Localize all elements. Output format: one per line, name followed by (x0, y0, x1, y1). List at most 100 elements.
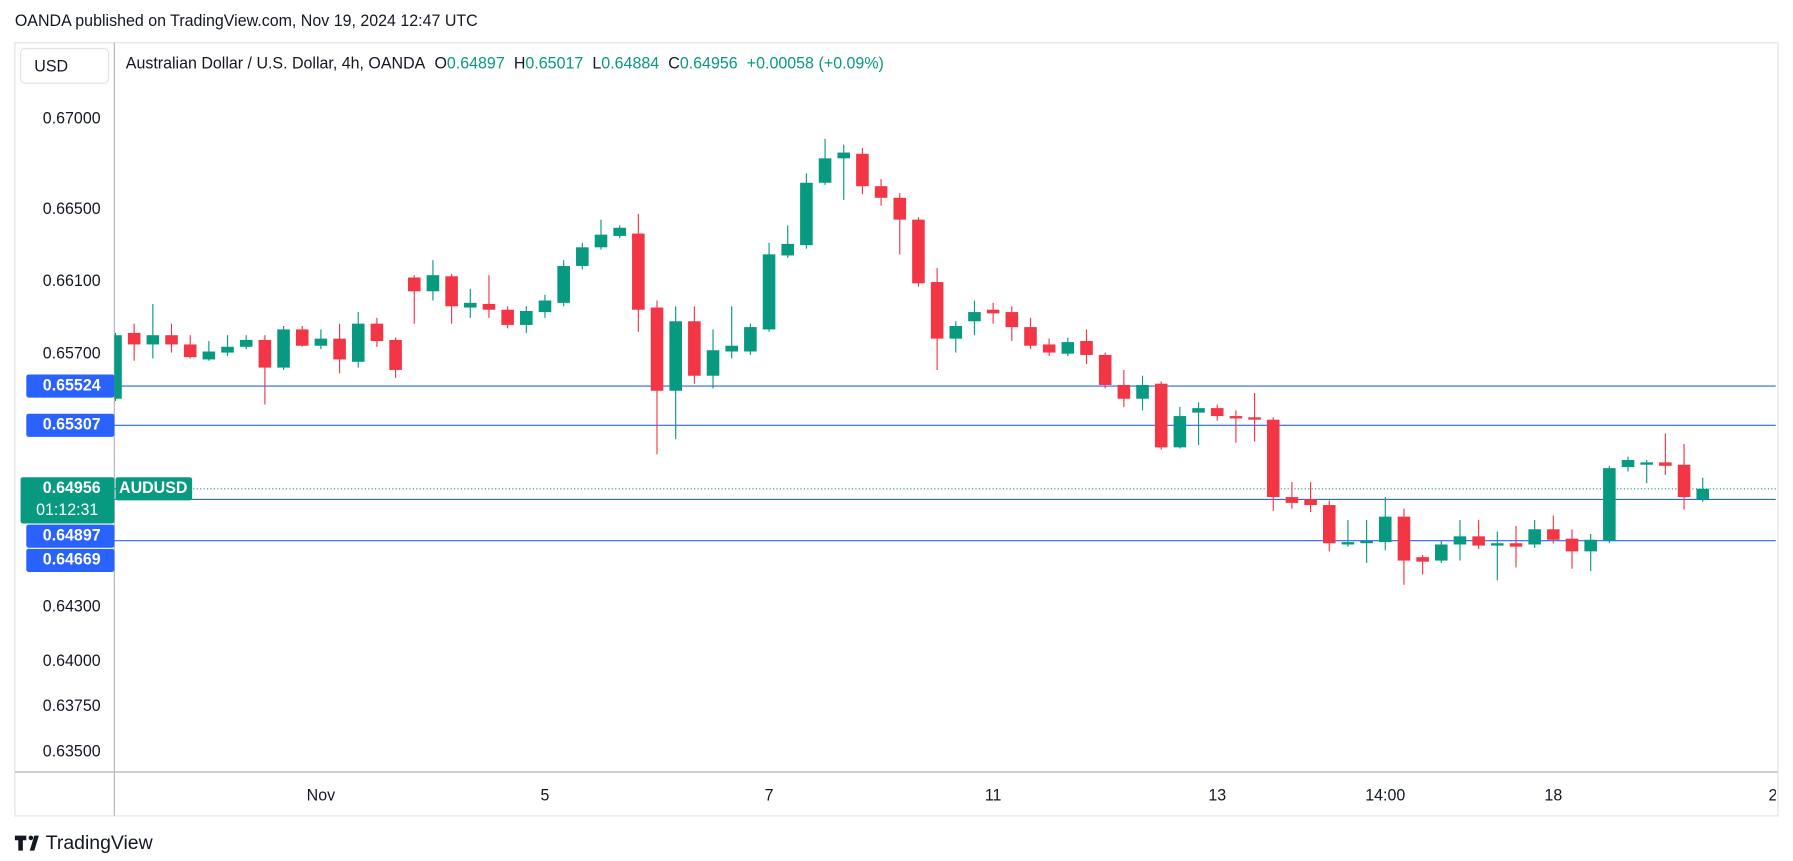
candle-body (1378, 516, 1392, 543)
candle-body (127, 332, 141, 345)
candle-body (800, 182, 813, 246)
logo-mark (29, 835, 39, 851)
price-line-box (26, 524, 115, 548)
candle-body (874, 186, 888, 198)
x-tick-label: 11 (985, 786, 1002, 804)
candle-body (744, 327, 757, 352)
legend-field: C (668, 55, 680, 73)
candle-body (314, 338, 328, 346)
plot-area (114, 138, 1776, 585)
symbol-label: AUDUSD (119, 479, 187, 497)
candle-body (818, 158, 832, 183)
legend-field: H (514, 55, 526, 73)
legend-value: 0.64897 (447, 55, 505, 73)
candle-body (949, 325, 963, 339)
y-tick-label: 0.65700 (43, 344, 101, 362)
price-line-box (26, 374, 115, 398)
price-line-label: 0.64669 (43, 551, 101, 569)
symbol-box (115, 477, 193, 501)
candle-body (1341, 542, 1355, 545)
candle-body (1397, 516, 1411, 561)
y-tick-label: 0.66100 (43, 272, 101, 290)
candle-body (1565, 538, 1579, 552)
x-tick-label: 14:00 (1365, 786, 1405, 804)
candle-body (781, 243, 795, 256)
legend-change: +0.00058 (747, 55, 814, 73)
legend-field: O (434, 55, 446, 73)
legend-value: 0.64956 (680, 55, 738, 73)
candle-body (1080, 341, 1093, 355)
candle-body (482, 303, 496, 310)
logo-dot (28, 835, 34, 841)
legend-field: L (592, 55, 601, 73)
candle-body (893, 197, 907, 220)
candle-body (1453, 536, 1467, 545)
candle-body (557, 265, 570, 303)
candle-body (1117, 384, 1131, 399)
candle-body (986, 309, 1000, 314)
candle-body (463, 302, 477, 308)
candle-body (202, 351, 216, 360)
y-tick-label: 0.63750 (43, 697, 101, 715)
candle-body (688, 321, 701, 376)
tradingview-logo (14, 835, 39, 851)
candle-body (706, 350, 720, 376)
currency-button[interactable] (20, 47, 110, 84)
candle-body (370, 323, 384, 342)
candle-body (426, 275, 440, 292)
candle-body (856, 153, 869, 187)
candle-body (538, 300, 552, 313)
candle-body (1285, 497, 1299, 503)
y-tick-label: 0.63500 (43, 742, 101, 760)
price-line-box (26, 413, 115, 437)
candle-body (725, 345, 739, 352)
y-tick-label: 0.64000 (43, 652, 101, 670)
candle-body (501, 309, 514, 325)
candle-body (912, 219, 925, 284)
candle-body (1173, 416, 1187, 448)
candle-body (445, 276, 458, 307)
candle-body (1621, 460, 1635, 468)
currency-label[interactable]: USD (34, 57, 68, 75)
candle-body (1659, 462, 1672, 466)
candle-body (1136, 384, 1149, 399)
candle-body (613, 227, 626, 236)
x-tick-label: 13 (1208, 786, 1226, 804)
candle-body (114, 335, 122, 399)
candle-body (1024, 327, 1037, 346)
legend-value: 0.64884 (601, 55, 659, 73)
legend-title: Australian Dollar / U.S. Dollar, 4h, OAN… (126, 55, 426, 73)
current-price-box (20, 477, 115, 524)
price-line-label: 0.65307 (43, 415, 101, 433)
y-tick-label: 0.66500 (43, 200, 101, 218)
candle-body (1696, 488, 1710, 500)
logo-mark (14, 835, 27, 851)
time-axis: Nov 5 7 11 13 14:00 18 20 (307, 786, 1787, 804)
candle-body (1547, 529, 1560, 540)
candle-body (1229, 416, 1243, 419)
candle-body (1416, 557, 1429, 562)
candle-body (258, 339, 272, 368)
candle-body (1491, 543, 1504, 546)
candle-body (632, 233, 645, 310)
price-axis: 0.63500 0.63750 0.64000 0.64300 0.65700 0.661… (20, 109, 193, 760)
candle-body (669, 321, 682, 391)
candle-body (1640, 462, 1653, 465)
candle-body (295, 329, 309, 346)
chart-frame (14, 42, 1779, 817)
x-tick-label: 20 (1769, 786, 1787, 804)
legend: Australian Dollar / U.S. Dollar, 4h, OAN… (126, 55, 884, 73)
candle-body (1304, 499, 1317, 506)
candle-body (1528, 529, 1541, 545)
candle-body (762, 254, 776, 330)
attribution: OANDA published on TradingView.com, Nov … (15, 12, 478, 30)
candle-body (1061, 342, 1075, 354)
candle-body (1210, 408, 1224, 417)
current-price-label: 0.64956 (43, 479, 101, 497)
price-line-box (26, 548, 115, 572)
candle-body (968, 312, 981, 322)
candle-body (594, 234, 608, 248)
